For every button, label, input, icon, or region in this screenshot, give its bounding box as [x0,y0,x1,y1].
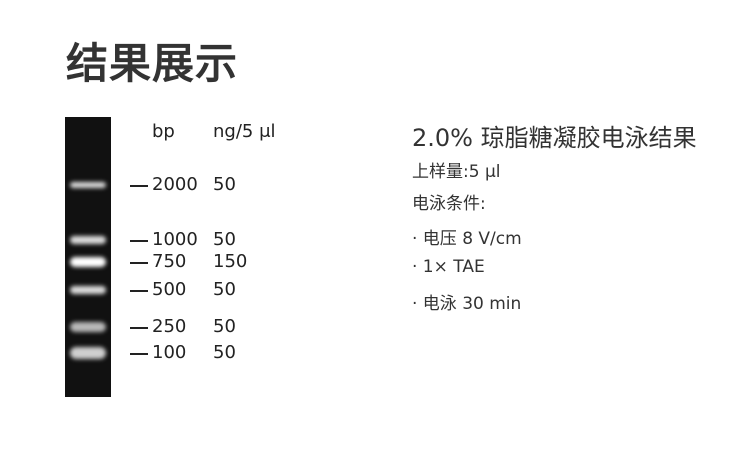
band-ng: 50 [213,174,236,195]
band-ng: 50 [213,229,236,250]
band-bp: 1000 [152,229,198,250]
gel-band [70,286,106,294]
band-bp: 250 [152,316,187,337]
band-bp: 750 [152,251,187,272]
page-title: 结果展示 [66,39,239,88]
marker-dash [130,262,148,264]
gel-band [70,236,106,244]
band-ng: 50 [213,342,236,363]
gel-band [70,322,106,332]
condition-buffer: · 1× TAE [412,257,485,277]
marker-dash [130,327,148,329]
band-ng: 50 [213,316,236,337]
band-ng: 150 [213,251,248,272]
sample-volume: 上样量:5 μl [412,162,501,182]
band-bp: 500 [152,279,187,300]
ng-header: ng/5 μl [213,121,276,142]
condition-time: · 电泳 30 min [412,294,522,314]
band-ng: 50 [213,279,236,300]
band-bp: 2000 [152,174,198,195]
gel-lane-image [65,117,111,397]
result-heading: 2.0% 琼脂糖凝胶电泳结果 [412,124,697,152]
band-bp: 100 [152,342,187,363]
gel-band [70,347,106,359]
gel-band [70,257,106,267]
marker-dash [130,240,148,242]
conditions-label: 电泳条件: [412,194,486,214]
bp-header: bp [152,121,175,142]
gel-band [70,182,106,188]
marker-dash [130,290,148,292]
condition-voltage: · 电压 8 V/cm [412,229,522,249]
marker-dash [130,353,148,355]
marker-dash [130,185,148,187]
